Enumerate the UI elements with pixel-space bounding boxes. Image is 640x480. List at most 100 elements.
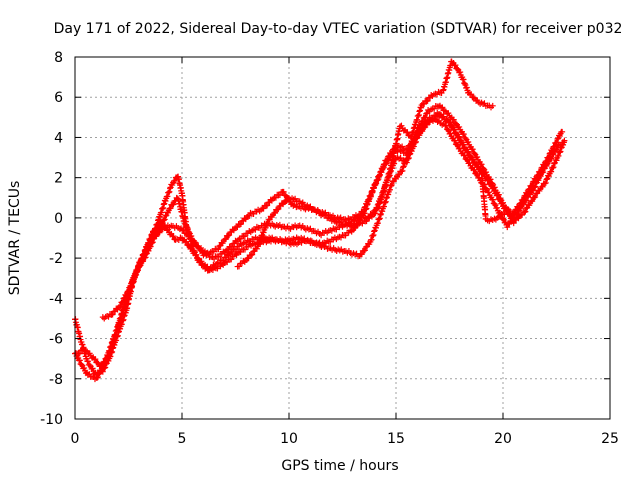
data-point <box>487 176 494 183</box>
data-point <box>386 172 393 179</box>
data-point <box>378 193 385 200</box>
data-point <box>167 205 174 212</box>
data-point <box>83 347 90 354</box>
data-point <box>255 241 262 248</box>
y-tick-label: 6 <box>54 90 63 106</box>
data-point <box>478 161 485 168</box>
data-point <box>450 116 457 123</box>
data-point <box>469 146 476 153</box>
data-point <box>374 176 381 183</box>
data-point <box>182 230 189 237</box>
data-point <box>78 361 85 368</box>
data-point <box>424 97 431 104</box>
data-point <box>455 134 462 141</box>
data-point <box>249 251 256 258</box>
data-point <box>165 189 172 196</box>
data-point <box>531 184 538 191</box>
data-point <box>453 130 460 137</box>
data-point <box>234 249 241 256</box>
data-point <box>89 365 96 372</box>
y-tick-label: 0 <box>54 211 63 227</box>
data-point <box>92 356 99 363</box>
data-point <box>462 145 469 152</box>
x-tick-label: 15 <box>387 431 405 447</box>
data-point <box>504 224 511 231</box>
data-point <box>500 199 506 206</box>
data-point <box>204 263 211 270</box>
data-point <box>389 178 396 185</box>
data-point <box>367 192 374 199</box>
data-point <box>94 374 101 381</box>
data-point <box>470 94 477 101</box>
data-point <box>264 220 271 227</box>
data-point <box>191 239 198 246</box>
data-point <box>537 173 544 180</box>
y-axis-label: SDTVAR / TECUs <box>7 181 23 296</box>
data-point <box>161 216 168 223</box>
data-point <box>460 76 467 83</box>
data-point <box>373 180 380 187</box>
x-axis: 0 5 10 15 20 25 <box>71 57 619 447</box>
data-point <box>375 176 382 183</box>
data-point <box>404 129 411 136</box>
points <box>72 58 568 383</box>
y-tick-label: -4 <box>49 291 63 307</box>
data-point <box>270 195 277 202</box>
data-point <box>529 198 536 205</box>
data-point <box>368 236 375 243</box>
data-point <box>374 220 381 227</box>
x-tick-label: 20 <box>494 431 512 447</box>
data-point <box>557 148 564 155</box>
data-point <box>483 169 490 176</box>
data-point <box>258 232 265 239</box>
data-point <box>465 138 472 145</box>
data-point <box>410 143 417 150</box>
x-axis-label: GPS time / hours <box>281 458 398 474</box>
data-point <box>257 236 264 243</box>
data-point <box>363 218 370 225</box>
data-point <box>376 216 383 223</box>
data-point <box>400 163 407 170</box>
data-point <box>443 122 450 129</box>
data-point <box>368 191 375 198</box>
data-point <box>533 190 540 197</box>
y-tick-label: -6 <box>49 332 63 348</box>
data-point <box>180 227 187 234</box>
data-point <box>272 210 279 217</box>
data-point <box>119 299 126 306</box>
series-track-3 <box>74 116 567 370</box>
data-point <box>398 122 405 129</box>
data-point <box>216 242 223 249</box>
data-point <box>264 202 271 209</box>
data-point <box>439 104 446 111</box>
data-point <box>463 84 470 91</box>
data-point <box>447 118 454 125</box>
data-point <box>460 141 467 148</box>
data-point <box>226 232 233 239</box>
data-point <box>422 123 429 130</box>
data-point <box>474 154 481 161</box>
data-point <box>405 155 412 162</box>
data-point <box>185 242 192 249</box>
data-point <box>560 139 567 146</box>
data-point <box>453 141 460 148</box>
data-point <box>387 167 394 174</box>
data-point <box>423 120 430 127</box>
data-point <box>86 350 93 357</box>
y-tick-label: 8 <box>54 50 63 66</box>
data-point <box>193 242 200 249</box>
data-point <box>549 164 556 171</box>
data-point <box>485 189 492 196</box>
data-point <box>461 80 468 87</box>
data-point <box>170 233 177 240</box>
data-point <box>369 232 376 239</box>
data-point <box>80 344 87 351</box>
data-point <box>543 176 550 183</box>
data-point <box>237 221 244 228</box>
data-point <box>405 154 412 161</box>
data-point <box>389 165 396 172</box>
data-point <box>468 91 475 98</box>
data-point <box>215 246 222 253</box>
y-tick-label: -8 <box>49 372 63 388</box>
